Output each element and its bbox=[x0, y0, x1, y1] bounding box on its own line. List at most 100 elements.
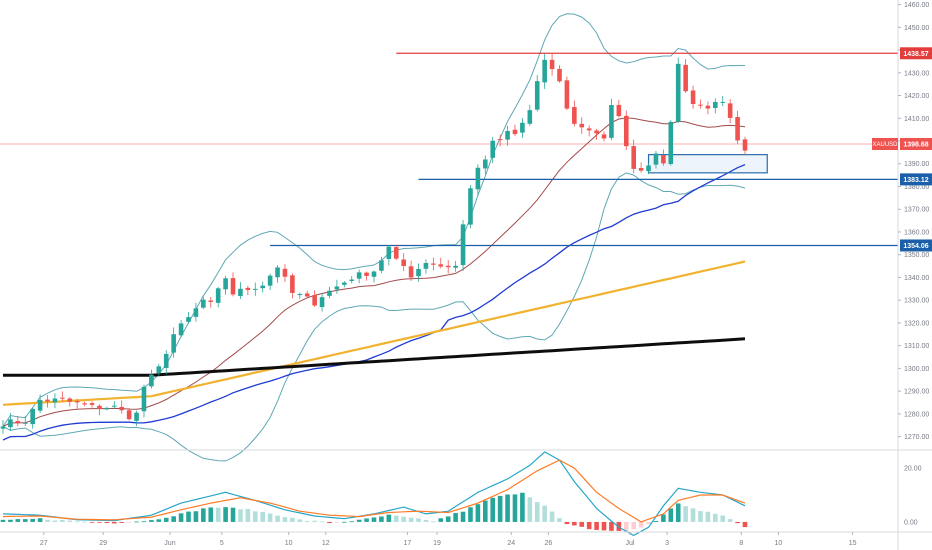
macd-histogram-bar bbox=[653, 520, 659, 522]
macd-histogram-bar bbox=[230, 507, 236, 522]
candle-body bbox=[22, 422, 28, 424]
macd-histogram-bar bbox=[22, 519, 28, 522]
resistance-badge-label: 1438.57 bbox=[903, 51, 928, 58]
macd-histogram-bar bbox=[646, 521, 651, 524]
candle-body bbox=[297, 294, 303, 296]
macd-histogram-bar bbox=[475, 504, 481, 522]
candle-body bbox=[638, 168, 644, 171]
candle-body bbox=[713, 101, 718, 109]
macd-histogram-bar bbox=[252, 511, 258, 522]
candle-body bbox=[201, 299, 206, 308]
candle-body bbox=[393, 247, 399, 259]
macd-histogram-bar bbox=[638, 521, 644, 528]
macd-histogram-bar bbox=[727, 519, 733, 522]
x-tick-label: 8 bbox=[739, 540, 743, 547]
last-price-badge bbox=[900, 137, 932, 150]
last-price-badge-label: 1398.68 bbox=[903, 141, 928, 148]
candle-body bbox=[490, 140, 496, 158]
candle-body bbox=[423, 262, 429, 269]
candle-body bbox=[82, 403, 87, 405]
candle-body bbox=[675, 63, 681, 122]
macd-histogram-bar bbox=[349, 521, 355, 523]
y-tick-label: 1390.00 bbox=[904, 161, 929, 168]
macd-histogram-bar bbox=[364, 518, 369, 522]
candle-body bbox=[260, 285, 265, 289]
macd-histogram-bar bbox=[67, 520, 73, 522]
macd-histogram-bar bbox=[623, 521, 629, 531]
bb-upper-band bbox=[2, 13, 746, 427]
candle-body bbox=[468, 188, 473, 225]
price-badges: 1438.57 1383.12 1354.06 XAUUSD 1398.68 bbox=[872, 47, 932, 252]
macd-histogram-bar bbox=[393, 515, 399, 522]
macd-histogram-bar bbox=[601, 521, 607, 531]
candle-body bbox=[735, 116, 740, 141]
x-tick-label: 5 bbox=[220, 540, 224, 547]
candle-body bbox=[52, 398, 58, 403]
macd-histogram-bar bbox=[460, 511, 466, 522]
candle-body bbox=[549, 59, 555, 70]
x-tick-label: Jun bbox=[164, 540, 175, 547]
macd-histogram-bar bbox=[401, 516, 406, 522]
support-zone[interactable] bbox=[647, 154, 768, 174]
y-tick-label: 1330.00 bbox=[904, 298, 929, 305]
macd-histogram-bar bbox=[675, 503, 681, 522]
symbol-badge bbox=[872, 137, 898, 150]
macd-histogram-bar bbox=[312, 520, 317, 522]
candle-body bbox=[163, 353, 169, 368]
macd-histogram-bar bbox=[97, 521, 102, 523]
candle-body bbox=[15, 421, 21, 423]
macd-histogram-bar bbox=[683, 506, 688, 522]
macd-histogram-bar bbox=[223, 507, 228, 522]
macd-histogram-bar bbox=[735, 521, 740, 524]
macd-tick-label: 0.00 bbox=[904, 519, 918, 526]
candle-body bbox=[408, 266, 414, 278]
candle-body bbox=[379, 260, 384, 271]
y-tick-label: 1380.00 bbox=[904, 184, 929, 191]
candle-body bbox=[8, 419, 13, 428]
macd-histogram-bar bbox=[141, 521, 147, 523]
candle-body bbox=[438, 264, 444, 267]
macd-histogram-bar bbox=[490, 497, 496, 522]
candle-body bbox=[141, 386, 147, 412]
macd-histogram-bar bbox=[201, 508, 206, 522]
macd-histogram-bar bbox=[282, 517, 288, 522]
x-tick-label: 10 bbox=[774, 540, 782, 547]
candle-body bbox=[267, 275, 273, 286]
macd-histogram-bar bbox=[178, 513, 184, 522]
macd-histogram-bar bbox=[304, 520, 310, 522]
candle-body bbox=[646, 165, 651, 172]
macd-histogram-bar bbox=[104, 521, 110, 524]
macd-histogram-bar bbox=[505, 494, 510, 522]
macd-histogram-bar bbox=[267, 513, 273, 522]
candle-body bbox=[661, 155, 666, 164]
macd-histogram-bar bbox=[171, 516, 176, 522]
candle-body bbox=[156, 366, 162, 374]
candle-body bbox=[416, 268, 421, 277]
candle-body bbox=[668, 121, 674, 165]
support-zone-rect[interactable] bbox=[647, 154, 768, 174]
candle-body bbox=[616, 104, 622, 117]
x-tick-label: 3 bbox=[665, 540, 669, 547]
resistance-badge bbox=[900, 47, 932, 60]
macd-histogram-bar bbox=[483, 500, 488, 522]
macd-histogram-bar bbox=[438, 518, 444, 522]
y-tick-label: 1320.00 bbox=[904, 320, 929, 327]
macd-histogram-bar bbox=[334, 521, 340, 523]
macd-histogram-bar bbox=[163, 517, 169, 522]
macd-histogram-bar bbox=[631, 521, 636, 530]
candle-body bbox=[601, 134, 607, 139]
candle-body bbox=[623, 115, 629, 147]
candle-body bbox=[586, 128, 592, 131]
macd-histogram-bar bbox=[512, 494, 518, 522]
candle-body bbox=[594, 130, 599, 134]
candle-body bbox=[579, 123, 585, 128]
candle-body bbox=[371, 271, 377, 277]
candle-body bbox=[431, 263, 436, 265]
candle-body bbox=[30, 408, 35, 425]
x-tick-label: 27 bbox=[40, 540, 48, 547]
candle-body bbox=[698, 104, 703, 106]
y-tick-label: 1410.00 bbox=[904, 116, 929, 123]
macd-histogram-bar bbox=[208, 507, 214, 522]
candle-body bbox=[386, 246, 392, 260]
